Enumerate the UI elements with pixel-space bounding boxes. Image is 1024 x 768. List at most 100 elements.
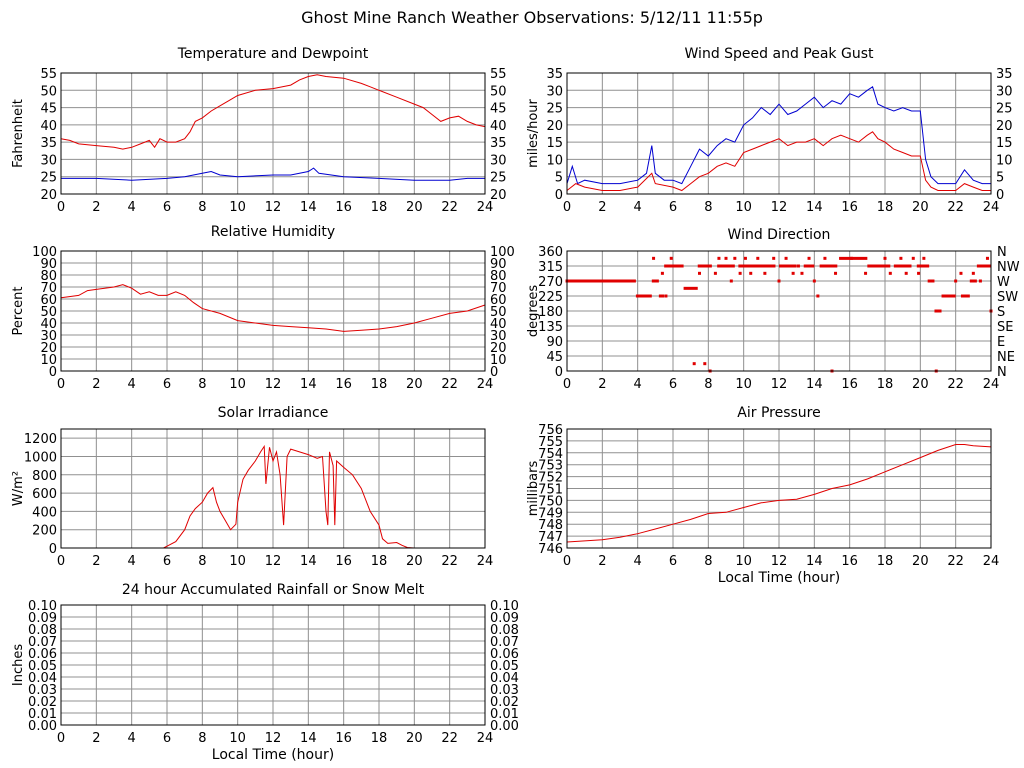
y-tick-label: 200	[32, 524, 57, 539]
y-axis-label: miles/hour	[526, 98, 541, 167]
direction-point	[738, 271, 742, 275]
x-tick-label: 18	[371, 377, 388, 392]
x-tick-label: 18	[877, 377, 894, 392]
y-axis-label: Percent	[11, 287, 26, 336]
x-tick-label: 22	[947, 377, 964, 392]
chart-title: Temperature and Dewpoint	[177, 46, 369, 62]
y-tick-label-right: 40	[490, 119, 507, 134]
direction-point	[904, 271, 908, 275]
direction-point	[911, 256, 915, 260]
y-tick-label: 90	[546, 335, 563, 350]
x-tick-label: 18	[877, 200, 894, 215]
direction-point	[717, 256, 721, 260]
series-line-red	[60, 284, 486, 332]
y-tick-label-right: 0.02	[490, 695, 519, 710]
x-tick-label: 8	[198, 554, 206, 569]
x-tick-label: 0	[57, 200, 65, 215]
y-tick-label: 0.05	[28, 659, 57, 674]
x-tick-label: 22	[441, 200, 458, 215]
x-tick-label: 8	[198, 377, 206, 392]
y-tick-label: 0.03	[28, 683, 57, 698]
direction-point	[703, 362, 707, 366]
x-tick-label: 6	[163, 554, 171, 569]
direction-point	[922, 256, 926, 260]
chart-title: Wind Speed and Peak Gust	[685, 46, 874, 62]
y-tick-label: 225	[538, 290, 563, 305]
y-tick-label: 35	[40, 136, 57, 151]
direction-point	[733, 256, 737, 260]
y-tick-label-right: 70	[490, 281, 507, 296]
y-tick-label-right: 0.09	[490, 611, 519, 626]
direction-point	[652, 256, 656, 260]
x-tick-label: 6	[163, 731, 171, 746]
y-axis-label: W/m²	[11, 471, 26, 506]
y-tick-label-right: 0	[490, 365, 498, 380]
y-tick-label: 0	[49, 365, 57, 380]
y-tick-label: 0.01	[28, 707, 57, 722]
x-tick-label: 8	[198, 200, 206, 215]
x-tick-label: 20	[406, 731, 423, 746]
x-tick-label: 2	[92, 731, 100, 746]
y-tick-label-right: 40	[490, 317, 507, 332]
direction-point	[985, 256, 989, 260]
y-tick-label-right: 5	[996, 171, 1004, 186]
x-tick-label: 12	[771, 377, 788, 392]
plot-frame	[60, 250, 486, 372]
direction-point	[796, 264, 800, 268]
y-tick-label: 60	[40, 293, 57, 308]
compass-label: N	[997, 365, 1007, 380]
grid	[60, 604, 486, 726]
compass-label: W	[997, 275, 1010, 290]
x-tick-label: 24	[477, 554, 494, 569]
direction-point	[834, 271, 838, 275]
y-tick-label-right: 0.10	[490, 599, 519, 614]
series-line-red	[61, 444, 485, 549]
x-tick-label: 12	[265, 731, 282, 746]
x-tick-label: 10	[735, 377, 752, 392]
x-tick-label: 2	[92, 200, 100, 215]
y-tick-label: 70	[40, 281, 57, 296]
y-tick-label: 0.06	[28, 647, 57, 662]
y-tick-label-right: 25	[996, 102, 1013, 117]
series-line-blue	[566, 86, 991, 185]
y-tick-label-right: 30	[490, 153, 507, 168]
x-tick-label: 14	[806, 554, 823, 569]
y-tick-label: 0	[49, 542, 57, 557]
direction-point	[812, 279, 816, 283]
x-tick-label: 12	[265, 377, 282, 392]
y-tick-label: 0.07	[28, 635, 57, 650]
x-tick-label: 4	[128, 200, 136, 215]
y-tick-label-right: 0.07	[490, 635, 519, 650]
compass-label: N	[997, 245, 1007, 260]
y-tick-label-right: 90	[490, 257, 507, 272]
x-tick-label: 14	[806, 377, 823, 392]
y-tick-label-right: 0.01	[490, 707, 519, 722]
page-title: Ghost Mine Ranch Weather Observations: 5…	[301, 8, 763, 27]
x-tick-label: 20	[406, 200, 423, 215]
x-tick-label: 20	[406, 377, 423, 392]
compass-label: E	[997, 335, 1005, 350]
x-tick-label: 0	[57, 377, 65, 392]
direction-point	[917, 271, 921, 275]
y-tick-label: 90	[40, 257, 57, 272]
x-tick-label: 22	[947, 200, 964, 215]
x-tick-label: 10	[735, 554, 752, 569]
direction-point	[698, 271, 701, 275]
y-tick-label: 55	[40, 67, 57, 82]
x-tick-label: 2	[598, 200, 606, 215]
x-tick-label: 22	[441, 554, 458, 569]
y-tick-label: 0	[555, 365, 563, 380]
y-tick-label-right: 0.03	[490, 683, 519, 698]
direction-point	[943, 294, 947, 298]
y-tick-label: 0.04	[28, 671, 57, 686]
y-tick-label-right: 25	[490, 171, 507, 186]
x-tick-label: 16	[335, 200, 352, 215]
x-tick-label: 6	[669, 377, 677, 392]
y-tick-label-right: 10	[490, 353, 507, 368]
plot-frame	[60, 428, 486, 549]
